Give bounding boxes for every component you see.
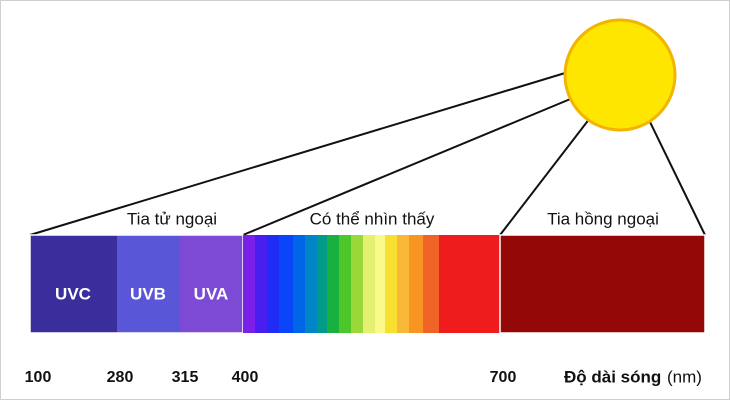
stripe xyxy=(327,235,339,333)
uvb-label: UVB xyxy=(130,284,166,303)
visible-spectrum xyxy=(243,235,500,333)
stripe xyxy=(385,235,397,333)
stripe xyxy=(423,235,439,333)
stripe xyxy=(409,235,423,333)
sun-rays xyxy=(29,69,706,236)
stripe xyxy=(339,235,351,333)
stripe xyxy=(255,235,267,333)
scale-label: 280 xyxy=(107,369,134,386)
stripe xyxy=(351,235,363,333)
uvc-label: UVC xyxy=(55,284,91,303)
ray xyxy=(29,69,576,236)
scale-label: 700 xyxy=(490,369,517,386)
stripe xyxy=(305,235,317,333)
scale-label: 100 xyxy=(25,369,52,386)
ir-label: Tia hồng ngoại xyxy=(547,209,659,228)
stripe xyxy=(363,235,375,333)
axis-title: Độ dài sóng xyxy=(564,367,661,386)
scale-label: 315 xyxy=(172,369,199,386)
stripe xyxy=(243,235,255,333)
ray xyxy=(649,121,706,236)
uva-band xyxy=(180,235,243,333)
uva-label: UVA xyxy=(194,284,229,303)
uv-label: Tia tử ngoại xyxy=(127,209,217,228)
ray xyxy=(242,94,581,236)
stripe xyxy=(439,235,500,333)
uvc-band xyxy=(30,235,117,333)
uvb-band xyxy=(117,235,180,333)
scale-label: 400 xyxy=(232,369,259,386)
stripe xyxy=(397,235,409,333)
stripe xyxy=(375,235,385,333)
visible-label: Có thể nhìn thấy xyxy=(310,209,435,228)
stripe xyxy=(317,235,327,333)
axis-unit: (nm) xyxy=(667,367,702,386)
ir-band xyxy=(499,234,706,334)
stripe xyxy=(267,235,279,333)
ray xyxy=(499,117,591,236)
sun xyxy=(563,18,677,132)
stripe xyxy=(293,235,305,333)
stripe xyxy=(279,235,293,333)
